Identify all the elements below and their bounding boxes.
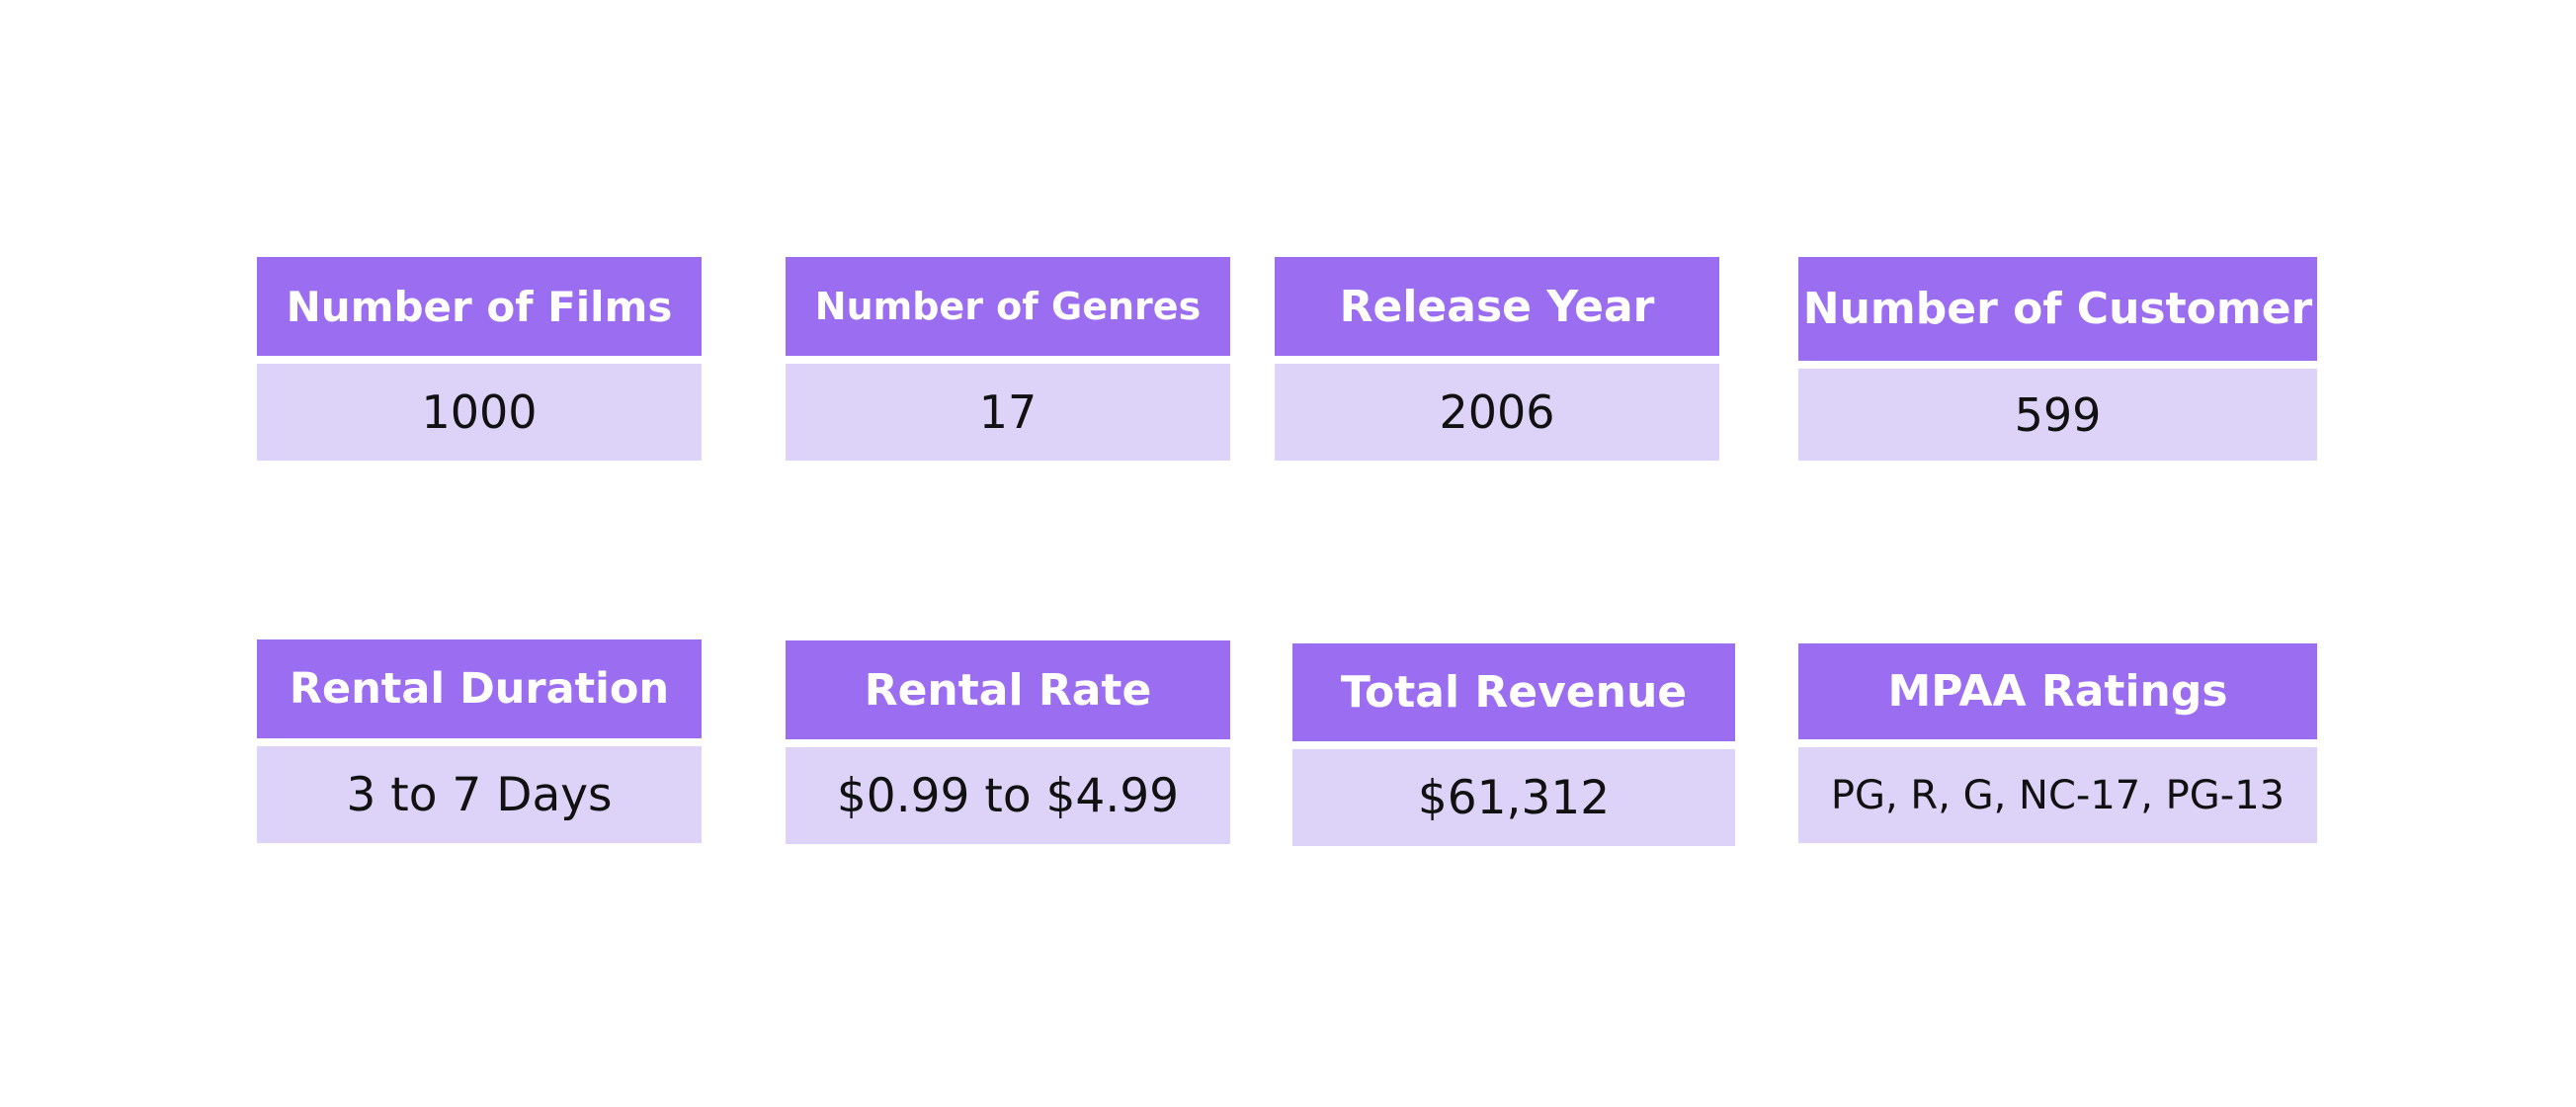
kpi-card-title: Rental Rate bbox=[786, 640, 1230, 739]
kpi-card-value: PG, R, G, NC-17, PG-13 bbox=[1798, 747, 2317, 843]
kpi-card-value: 599 bbox=[1798, 369, 2317, 461]
kpi-card-value: 1000 bbox=[257, 364, 702, 461]
kpi-card-title: Release Year bbox=[1275, 257, 1719, 356]
kpi-card-value: $0.99 to $4.99 bbox=[786, 747, 1230, 844]
kpi-card-value: $61,312 bbox=[1292, 749, 1735, 846]
kpi-card-title: Rental Duration bbox=[257, 639, 702, 738]
kpi-card-value: 3 to 7 Days bbox=[257, 746, 702, 843]
kpi-card-title: Number of Genres bbox=[786, 257, 1230, 356]
kpi-card-title: Total Revenue bbox=[1292, 643, 1735, 741]
kpi-card-value: 17 bbox=[786, 364, 1230, 461]
kpi-card-title: Number of Customer bbox=[1798, 257, 2317, 361]
kpi-card-title: Number of Films bbox=[257, 257, 702, 356]
kpi-card-title: MPAA Ratings bbox=[1798, 643, 2317, 739]
kpi-card-value: 2006 bbox=[1275, 364, 1719, 461]
